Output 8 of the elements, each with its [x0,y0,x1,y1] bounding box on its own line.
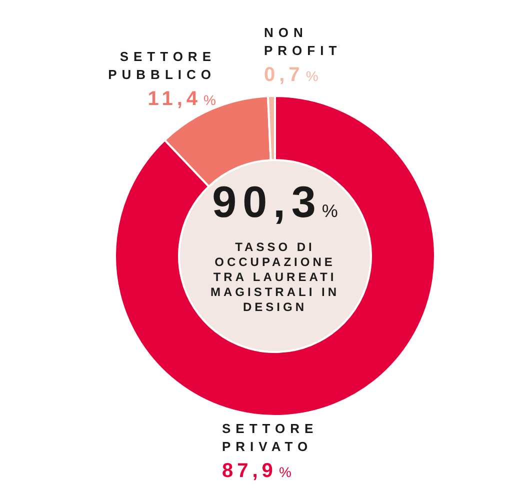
text: 90,3% [212,178,338,227]
data-label: 0,7% [264,64,318,86]
data-label: 11,4% [148,88,216,110]
slice-label: SETTORE PUBBLICO [107,48,216,84]
slice-label: NON PROFIT [264,24,343,60]
text: TASSO DI OCCUPAZIONE TRA LAUREATI MAGISTRALI IN DESIGN [210,240,340,315]
data-label: 87,9% [222,460,292,482]
slice-label: SETTORE PRIVATO [222,420,320,456]
